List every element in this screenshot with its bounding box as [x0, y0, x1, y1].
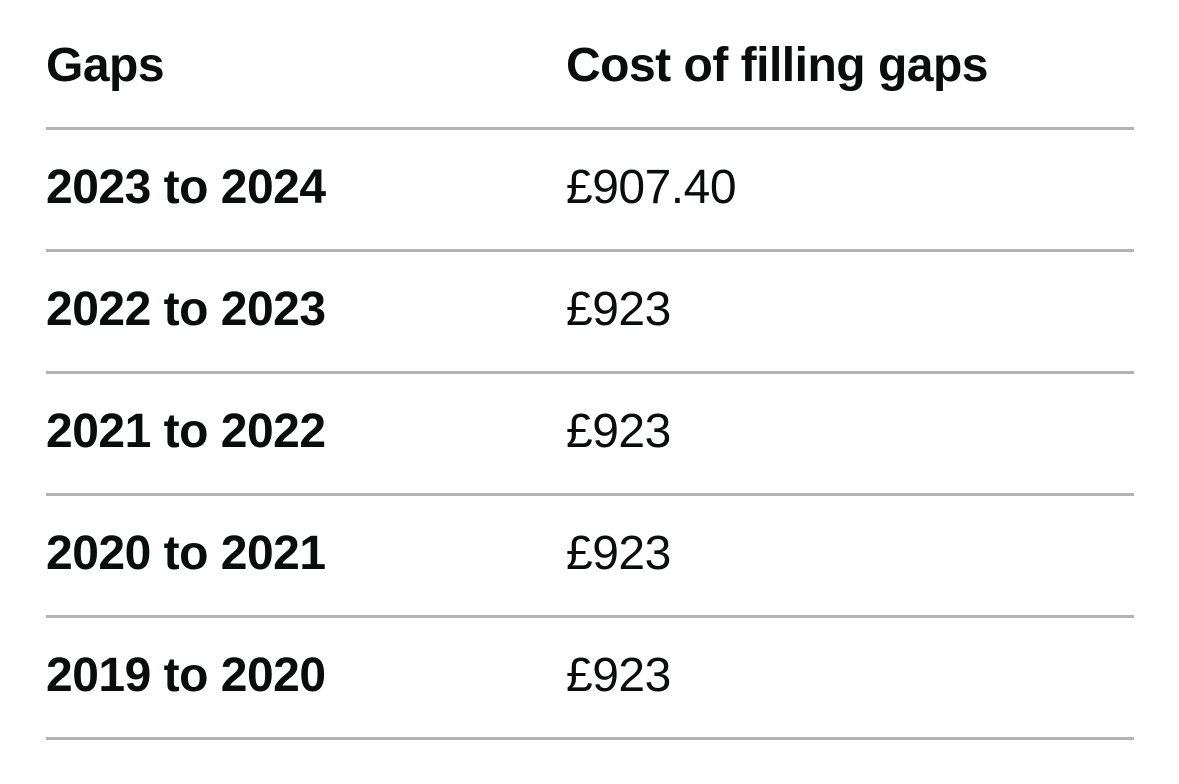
gap-period: 2023 to 2024 — [46, 128, 566, 252]
table-row: 2020 to 2021 £923 — [46, 494, 1134, 618]
gap-period: 2022 to 2023 — [46, 250, 566, 374]
gap-cost: £907.40 — [566, 128, 1134, 252]
table-body: 2023 to 2024 £907.40 2022 to 2023 £923 2… — [46, 128, 1134, 740]
gap-period: 2021 to 2022 — [46, 372, 566, 496]
gap-cost: £923 — [566, 372, 1134, 496]
gap-period: 2019 to 2020 — [46, 616, 566, 740]
gap-period: 2020 to 2021 — [46, 494, 566, 618]
table-header: Gaps Cost of filling gaps — [46, 8, 1134, 130]
table-row: 2021 to 2022 £923 — [46, 372, 1134, 496]
gap-cost: £923 — [566, 494, 1134, 618]
gap-cost: £923 — [566, 616, 1134, 740]
table-row: 2022 to 2023 £923 — [46, 250, 1134, 374]
gap-cost: £923 — [566, 250, 1134, 374]
column-header-gaps: Gaps — [46, 8, 566, 130]
table-row: 2023 to 2024 £907.40 — [46, 128, 1134, 252]
column-header-cost: Cost of filling gaps — [566, 8, 1134, 130]
header-row: Gaps Cost of filling gaps — [46, 8, 1134, 130]
gaps-cost-table: Gaps Cost of filling gaps 2023 to 2024 £… — [46, 8, 1134, 740]
table-row: 2019 to 2020 £923 — [46, 616, 1134, 740]
